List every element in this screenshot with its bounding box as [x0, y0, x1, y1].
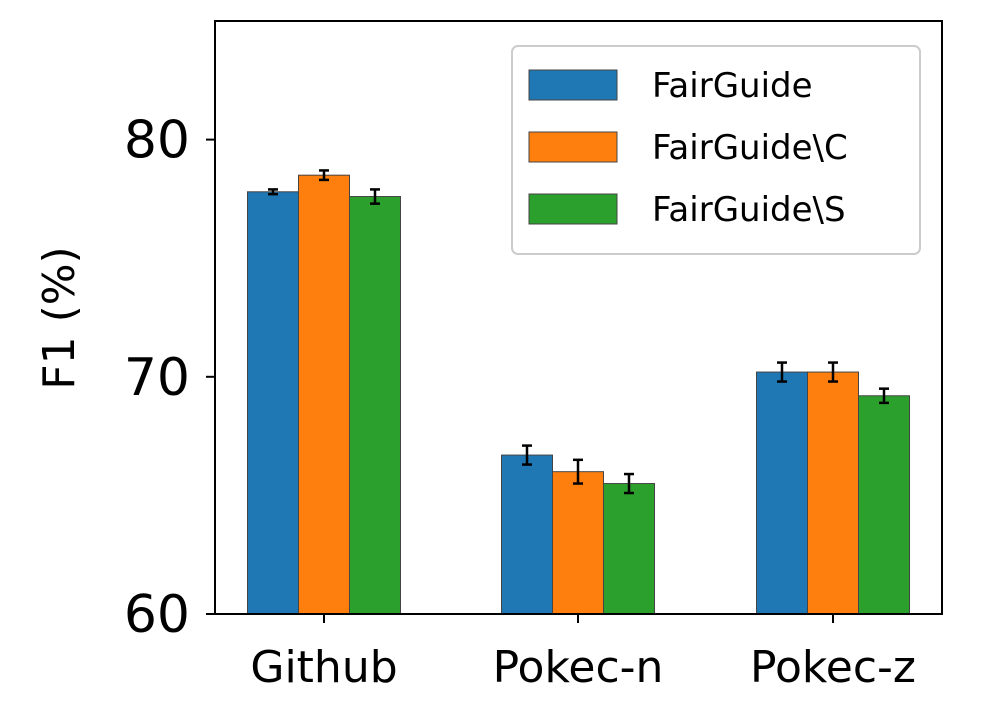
bar-pokec-z-0 [756, 371, 808, 615]
bar-github-0 [247, 191, 299, 615]
bar-pokec-n-2 [603, 483, 655, 615]
legend-label-2: FairGuide\S [652, 190, 846, 230]
bars-group [247, 174, 910, 615]
x-tick-label: Pokec-n [493, 642, 664, 693]
x-tick-label: Pokec-z [750, 642, 916, 693]
y-axis-label: F1 (%) [34, 246, 85, 389]
bar-pokec-z-1 [807, 371, 859, 615]
legend-swatch-1 [528, 131, 618, 163]
bar-github-1 [298, 174, 350, 615]
bar-pokec-z-2 [858, 395, 910, 615]
errorbars-group [268, 169, 889, 495]
bar-pokec-n-1 [552, 471, 604, 615]
y-tick-label: 70 [124, 348, 190, 408]
bar-github-2 [349, 196, 401, 615]
y-tick-label: 80 [124, 111, 190, 171]
x-axis: Github Pokec-n Pokec-z [250, 614, 916, 693]
bar-pokec-n-0 [501, 454, 553, 615]
legend-swatch-0 [528, 69, 618, 101]
x-tick-label: Github [250, 642, 397, 693]
legend-swatch-2 [528, 193, 618, 225]
legend: FairGuide FairGuide\C FairGuide\S [511, 45, 921, 255]
legend-label-0: FairGuide [652, 66, 813, 106]
y-tick-label: 60 [124, 585, 190, 645]
legend-label-1: FairGuide\C [652, 128, 848, 168]
y-axis: 60 70 80 [124, 111, 215, 645]
